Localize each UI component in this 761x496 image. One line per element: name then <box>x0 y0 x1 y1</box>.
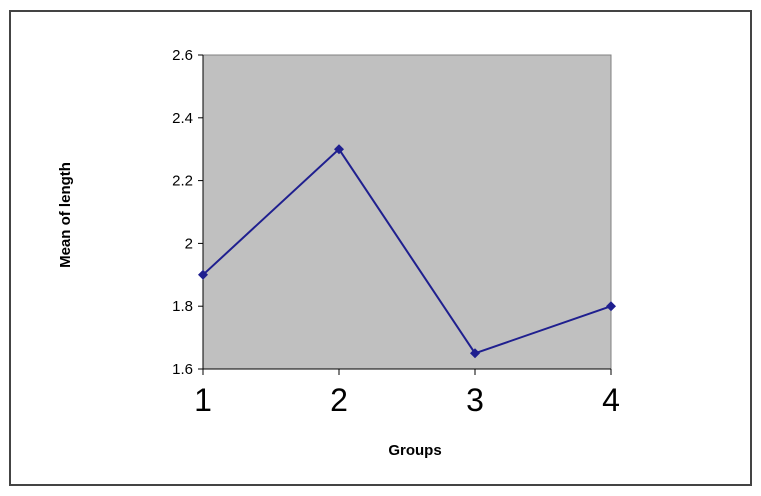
chart-border-top <box>9 10 752 12</box>
series-line <box>202 147 612 355</box>
y-tick-label: 2.4 <box>172 110 193 127</box>
data-point-marker <box>334 144 344 155</box>
y-axis-ticks: 1.6 1.8 2 2.2 2.4 2.6 <box>172 47 203 378</box>
y-tick-label: 2.2 <box>172 173 193 190</box>
data-point-marker <box>198 269 208 280</box>
y-tick-label: 2 <box>185 235 193 252</box>
x-axis-ticks: 1 2 3 4 <box>194 369 620 418</box>
y-tick-label: 1.6 <box>172 361 193 378</box>
series-layer <box>198 144 616 359</box>
y-axis-label: Mean of length <box>57 162 74 268</box>
axes <box>202 55 611 370</box>
x-tick-label: 2 <box>330 382 348 418</box>
x-tick-label: 3 <box>466 382 484 418</box>
data-point-marker <box>470 348 480 359</box>
x-tick-label: 4 <box>602 382 620 418</box>
plot-area <box>202 54 612 370</box>
x-tick-label: 1 <box>194 382 212 418</box>
y-tick-label: 1.8 <box>172 298 193 315</box>
chart-border-left <box>9 10 11 486</box>
x-axis-label: Groups <box>388 442 441 459</box>
chart-border-bottom <box>9 484 752 486</box>
data-point-marker <box>606 301 616 312</box>
chart-border-right <box>750 10 752 486</box>
y-tick-label: 2.6 <box>172 47 193 64</box>
